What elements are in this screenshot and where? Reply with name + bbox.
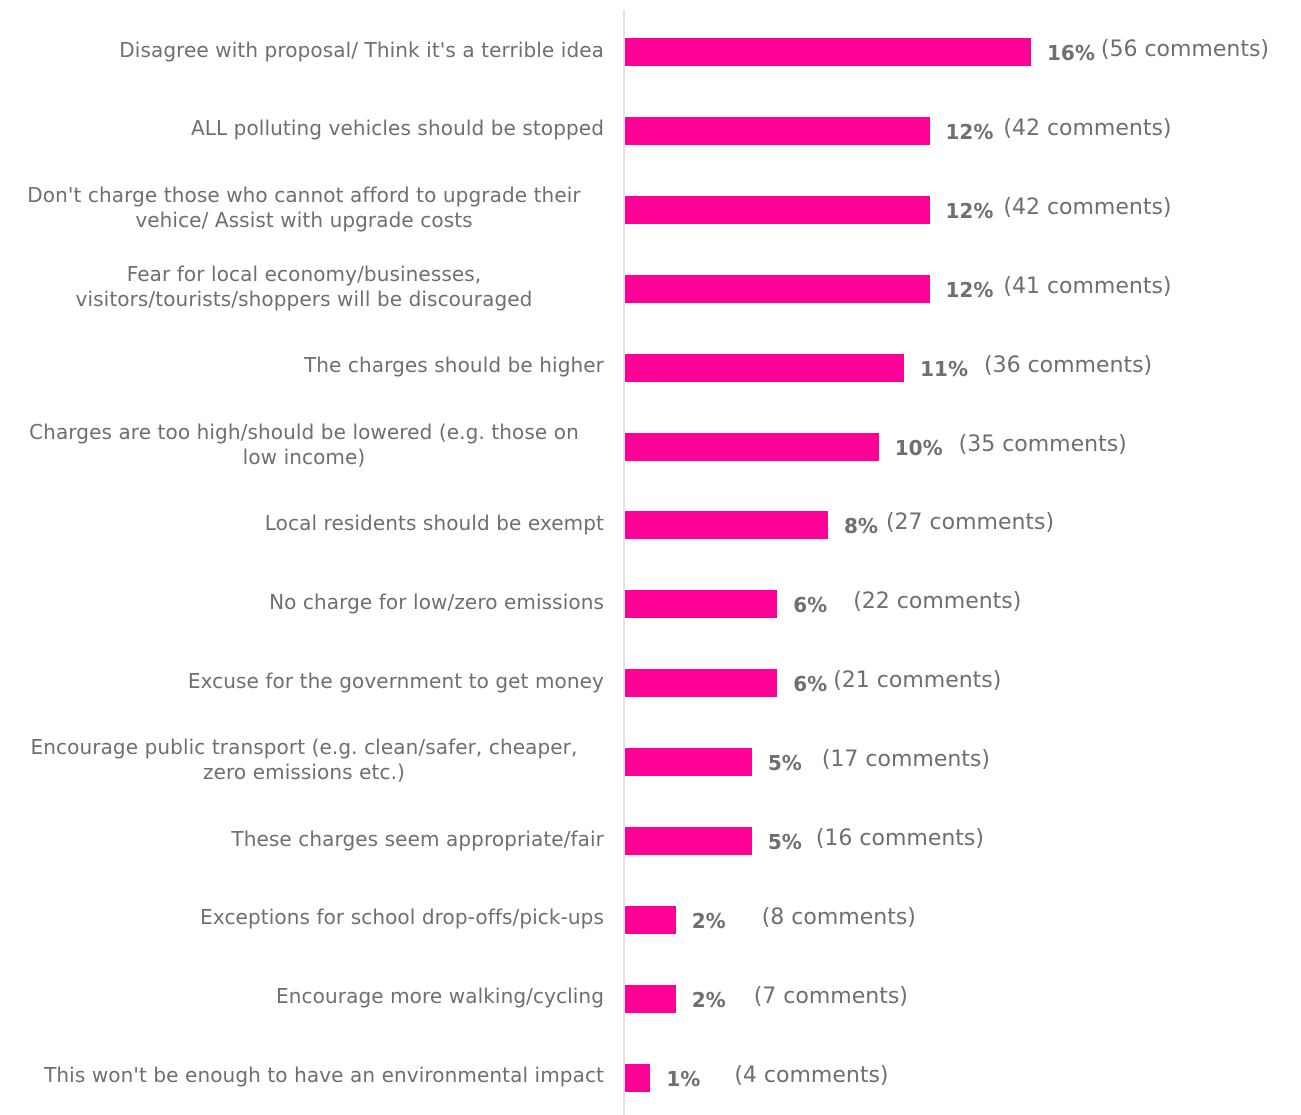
category-label: ALL polluting vehicles should be stopped [4,116,604,141]
bar [625,275,930,303]
category-label-line: Encourage more walking/cycling [4,984,604,1009]
comment-count-label: (8 comments) [762,904,916,932]
percent-label: 11% [920,356,968,382]
percent-label: 5% [768,829,802,855]
comment-count-label: (36 comments) [984,352,1152,380]
bar [625,906,676,934]
category-label: This won't be enough to have an environm… [4,1063,604,1088]
category-label-line: Don't charge those who cannot afford to … [4,183,604,208]
comment-count-label: (16 comments) [816,825,984,853]
percent-label: 2% [692,987,726,1013]
percent-label: 1% [666,1066,700,1092]
bar [625,511,828,539]
percent-label: 12% [946,119,994,145]
category-label: Disagree with proposal/ Think it's a ter… [4,38,604,63]
category-label: Charges are too high/should be lowered (… [4,420,604,470]
percent-label: 5% [768,750,802,776]
category-label-line: zero emissions etc.) [4,760,604,785]
category-label-line: No charge for low/zero emissions [4,590,604,615]
category-label-line: The charges should be higher [4,353,604,378]
category-label-line: vehice/ Assist with upgrade costs [4,208,604,233]
category-label: The charges should be higher [4,353,604,378]
comment-count-label: (27 comments) [886,509,1054,537]
bar [625,827,752,855]
category-label-line: This won't be enough to have an environm… [4,1063,604,1088]
category-label-line: low income) [4,445,604,470]
percent-label: 16% [1047,40,1095,66]
category-label: No charge for low/zero emissions [4,590,604,615]
bar [625,117,930,145]
bar [625,433,879,461]
category-label: Don't charge those who cannot afford to … [4,183,604,233]
comment-count-label: (56 comments) [1101,36,1269,64]
comment-count-label: (41 comments) [1003,273,1171,301]
category-label-line: Exceptions for school drop-offs/pick-ups [4,905,604,930]
percent-label: 2% [692,908,726,934]
bar [625,985,676,1013]
comment-count-label: (22 comments) [853,588,1021,616]
bar [625,590,777,618]
bar [625,669,777,697]
percent-label: 6% [793,671,827,697]
bar [625,1064,650,1092]
comment-count-label: (42 comments) [1003,194,1171,222]
comment-count-label: (35 comments) [959,431,1127,459]
category-label: Fear for local economy/businesses, visito… [4,262,604,312]
category-label-line: ALL polluting vehicles should be stopped [4,116,604,141]
category-label-line: Encourage public transport (e.g. clean/s… [4,735,604,760]
bar [625,38,1031,66]
category-label: Local residents should be exempt [4,511,604,536]
bar [625,196,930,224]
category-label-line: Fear for local economy/businesses, [4,262,604,287]
percent-label: 6% [793,592,827,618]
percent-label: 8% [844,513,878,539]
bar [625,354,904,382]
category-label-line: These charges seem appropriate/fair [4,827,604,852]
bar [625,748,752,776]
category-label-line: Excuse for the government to get money [4,669,604,694]
comment-count-label: (21 comments) [833,667,1001,695]
category-axis-line [623,10,625,1115]
category-label: Encourage public transport (e.g. clean/s… [4,735,604,785]
percent-label: 12% [946,198,994,224]
category-label-line: Local residents should be exempt [4,511,604,536]
comment-count-label: (7 comments) [754,983,908,1011]
category-label: Excuse for the government to get money [4,669,604,694]
comment-count-label: (17 comments) [822,746,990,774]
comment-count-label: (42 comments) [1003,115,1171,143]
category-label: Encourage more walking/cycling [4,984,604,1009]
category-label: These charges seem appropriate/fair [4,827,604,852]
category-label: Exceptions for school drop-offs/pick-ups [4,905,604,930]
category-label-line: visitors/tourists/shoppers will be disco… [4,287,604,312]
category-label-line: Disagree with proposal/ Think it's a ter… [4,38,604,63]
category-label-line: Charges are too high/should be lowered (… [4,420,604,445]
percent-label: 10% [895,435,943,461]
percent-label: 12% [946,277,994,303]
comment-count-label: (4 comments) [734,1062,888,1090]
